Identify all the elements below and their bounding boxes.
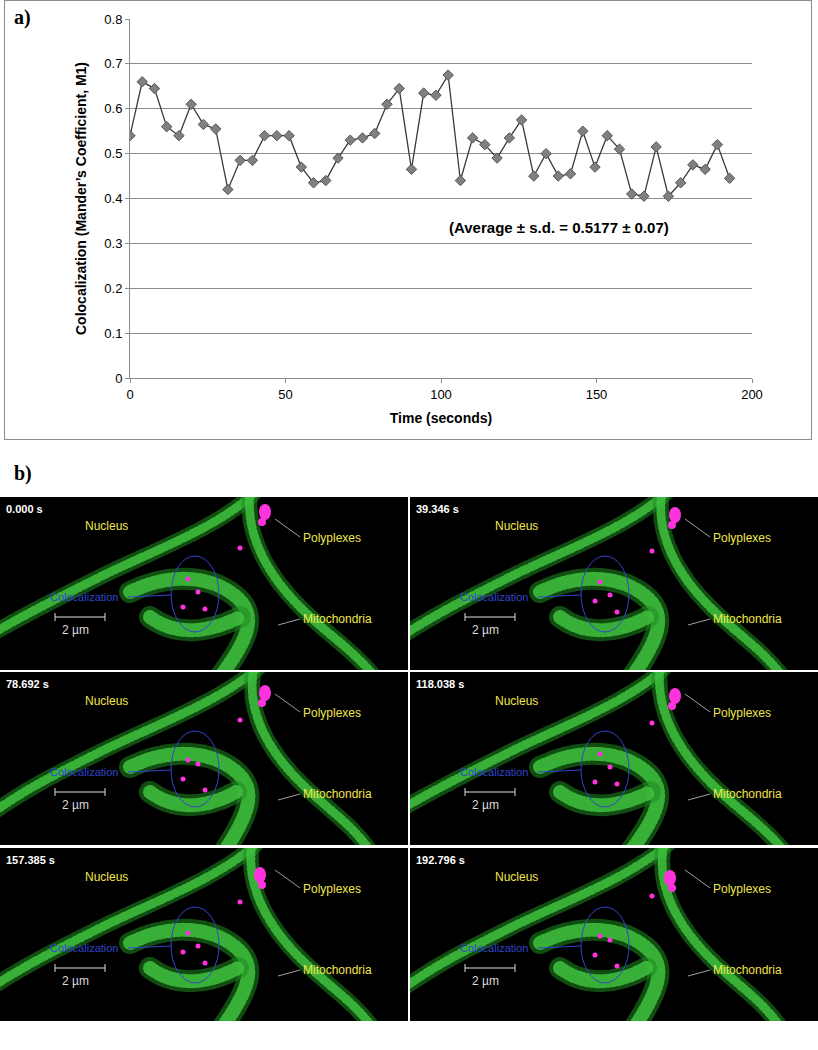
svg-text:Mitochondria: Mitochondria xyxy=(303,787,372,801)
svg-text:2 µm: 2 µm xyxy=(62,798,89,812)
svg-text:0.6: 0.6 xyxy=(104,101,122,116)
svg-text:0.000 s: 0.000 s xyxy=(6,503,43,515)
svg-text:Nucleus: Nucleus xyxy=(495,870,538,884)
svg-text:Mitochondria: Mitochondria xyxy=(303,963,372,977)
svg-text:0.7: 0.7 xyxy=(104,56,122,71)
svg-text:Nucleus: Nucleus xyxy=(85,519,128,533)
svg-text:Colocalization (Mander’s Coeff: Colocalization (Mander’s Coefficient, M1… xyxy=(73,62,89,335)
svg-text:Polyplexes: Polyplexes xyxy=(713,882,771,896)
svg-text:0.4: 0.4 xyxy=(104,191,122,206)
svg-text:0.3: 0.3 xyxy=(104,236,122,251)
svg-text:2 µm: 2 µm xyxy=(62,623,89,637)
svg-text:Polyplexes: Polyplexes xyxy=(303,882,361,896)
svg-text:0.1: 0.1 xyxy=(104,326,122,341)
svg-text:150: 150 xyxy=(586,387,608,402)
svg-text:Colocalization: Colocalization xyxy=(50,942,118,954)
svg-text:Mitochondria: Mitochondria xyxy=(713,787,782,801)
svg-text:50: 50 xyxy=(278,387,292,402)
svg-text:Polyplexes: Polyplexes xyxy=(303,531,361,545)
svg-text:200: 200 xyxy=(741,387,763,402)
svg-text:0.8: 0.8 xyxy=(104,12,122,27)
svg-text:78.692 s: 78.692 s xyxy=(6,678,49,690)
svg-text:Colocalization: Colocalization xyxy=(460,591,528,603)
svg-text:0.2: 0.2 xyxy=(104,281,122,296)
svg-text:118.038 s: 118.038 s xyxy=(416,678,464,690)
svg-text:Polyplexes: Polyplexes xyxy=(303,706,361,720)
svg-text:Colocalization: Colocalization xyxy=(50,766,118,778)
svg-text:Mitochondria: Mitochondria xyxy=(303,612,372,626)
svg-text:2 µm: 2 µm xyxy=(62,974,89,988)
svg-text:Colocalization: Colocalization xyxy=(50,591,118,603)
svg-text:(Average ± s.d. = 0.5177 ± 0.0: (Average ± s.d. = 0.5177 ± 0.07) xyxy=(449,219,669,236)
svg-text:157.385 s: 157.385 s xyxy=(6,854,55,866)
html-text:a): a) xyxy=(14,6,31,28)
svg-text:2 µm: 2 µm xyxy=(472,623,499,637)
svg-text:Colocalization: Colocalization xyxy=(460,766,528,778)
svg-text:Colocalization: Colocalization xyxy=(460,942,528,954)
svg-text:Mitochondria: Mitochondria xyxy=(713,963,782,977)
svg-text:Nucleus: Nucleus xyxy=(85,870,128,884)
svg-text:2 µm: 2 µm xyxy=(472,798,499,812)
svg-text:192.796 s: 192.796 s xyxy=(416,854,465,866)
svg-text:Nucleus: Nucleus xyxy=(495,694,538,708)
svg-text:Polyplexes: Polyplexes xyxy=(713,706,771,720)
svg-text:100: 100 xyxy=(430,387,452,402)
svg-text:39.346 s: 39.346 s xyxy=(416,503,459,515)
svg-text:0.5: 0.5 xyxy=(104,146,122,161)
html-text:b): b) xyxy=(14,462,32,484)
svg-text:0: 0 xyxy=(115,371,122,386)
svg-text:Nucleus: Nucleus xyxy=(495,519,538,533)
svg-text:2 µm: 2 µm xyxy=(472,974,499,988)
svg-text:0: 0 xyxy=(126,387,133,402)
svg-text:Mitochondria: Mitochondria xyxy=(713,612,782,626)
svg-text:Time (seconds): Time (seconds) xyxy=(390,410,492,426)
svg-text:Nucleus: Nucleus xyxy=(85,694,128,708)
svg-text:Polyplexes: Polyplexes xyxy=(713,531,771,545)
